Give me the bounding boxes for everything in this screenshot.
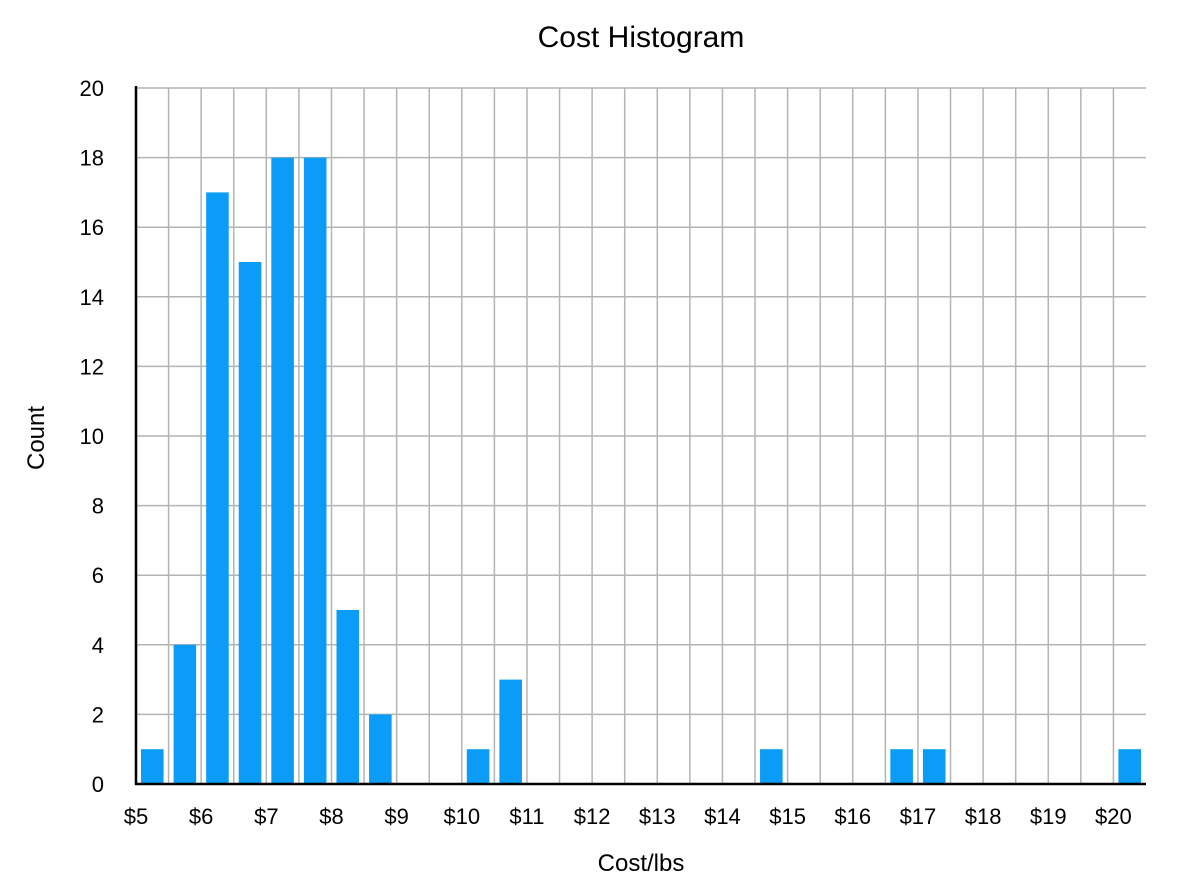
- y-tick-label: 4: [92, 633, 104, 658]
- x-tick-label: $8: [319, 804, 343, 829]
- y-tick-label: 6: [92, 563, 104, 588]
- x-tick-label: $19: [1030, 804, 1067, 829]
- x-tick-label: $9: [384, 804, 408, 829]
- x-axis-label: Cost/lbs: [598, 850, 685, 877]
- y-tick-label: 8: [92, 494, 104, 519]
- y-tick-label: 14: [80, 285, 104, 310]
- histogram-bar: [499, 679, 522, 784]
- histogram-bar: [303, 157, 327, 785]
- x-tick-label: $5: [124, 804, 148, 829]
- histogram-bar: [922, 749, 946, 784]
- x-tick-labels: $5 $6 $7 $8 $9 $10 $11 $12 $13 $14 $15 $16 $17 $18 $19…: [124, 804, 1132, 829]
- histogram-bar: [369, 714, 392, 784]
- histogram-bar: [1118, 749, 1141, 784]
- y-tick-labels: 0 2 4 6 8 10 12 14 16 18 20: [80, 76, 104, 797]
- histogram-bar: [890, 749, 913, 784]
- y-tick-label: 16: [80, 215, 104, 240]
- x-tick-label: $11: [509, 804, 544, 829]
- histogram-bar: [336, 610, 360, 784]
- y-tick-label: 20: [80, 76, 104, 101]
- histogram-bar: [206, 192, 229, 784]
- x-tick-label: $17: [900, 804, 937, 829]
- y-tick-label: 18: [80, 146, 104, 171]
- chart-title: Cost Histogram: [538, 21, 745, 54]
- y-axis-label: Count: [23, 406, 50, 470]
- axes: [134, 86, 1146, 786]
- x-tick-label: $10: [443, 804, 480, 829]
- x-tick-label: $20: [1095, 804, 1132, 829]
- histogram-bar: [760, 749, 783, 784]
- x-tick-label: $12: [574, 804, 611, 829]
- histogram-bar: [173, 644, 197, 784]
- x-tick-label: $13: [639, 804, 676, 829]
- y-tick-label: 12: [80, 354, 104, 379]
- histogram-bar: [141, 749, 164, 784]
- bars: [141, 157, 1141, 785]
- x-tick-label: $7: [254, 804, 278, 829]
- x-tick-label: $16: [834, 804, 871, 829]
- x-tick-label: $18: [965, 804, 1002, 829]
- x-tick-label: $15: [769, 804, 806, 829]
- histogram-bar: [238, 262, 262, 784]
- histogram-bar: [271, 157, 294, 785]
- x-tick-label: $14: [704, 804, 741, 829]
- histogram-bar: [466, 749, 490, 784]
- y-tick-label: 0: [92, 772, 104, 797]
- y-tick-label: 2: [92, 702, 104, 727]
- grid-lines: [136, 87, 1146, 784]
- y-tick-label: 10: [80, 424, 104, 449]
- x-tick-label: $6: [189, 804, 213, 829]
